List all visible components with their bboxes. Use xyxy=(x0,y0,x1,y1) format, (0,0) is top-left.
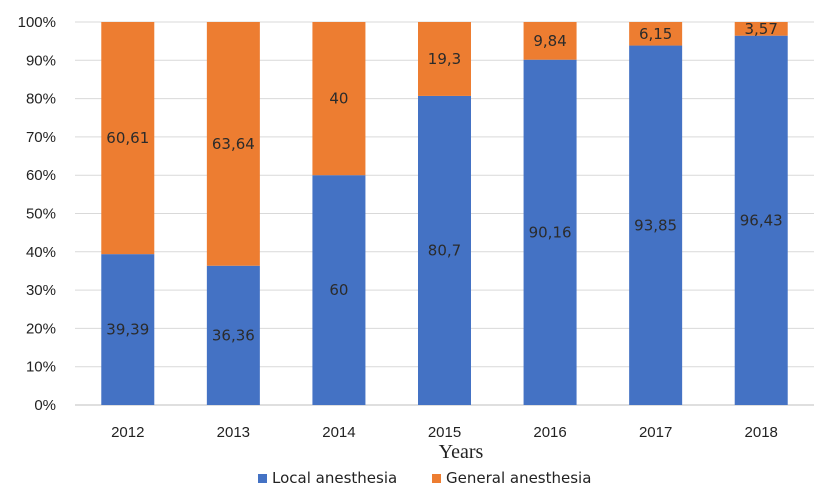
x-tick-label: 2013 xyxy=(217,424,250,441)
legend-swatch-general xyxy=(432,474,441,483)
data-label: 80,7 xyxy=(428,241,461,259)
legend: Local anesthesia General anesthesia xyxy=(258,469,591,487)
data-label: 6,15 xyxy=(639,25,672,43)
data-label: 36,36 xyxy=(212,326,255,344)
x-tick-label: 2016 xyxy=(533,424,566,441)
x-tick-label: 2018 xyxy=(745,424,778,441)
legend-swatch-local xyxy=(258,474,267,483)
data-label: 39,39 xyxy=(106,321,149,339)
data-label: 63,64 xyxy=(212,135,255,153)
bar-general-anesthesia xyxy=(101,22,155,255)
bar-general-anesthesia xyxy=(418,22,471,96)
y-tick-label: 10% xyxy=(26,359,56,376)
y-tick-label: 90% xyxy=(26,52,56,69)
y-tick-label: 70% xyxy=(26,129,56,146)
data-label: 40 xyxy=(329,90,348,108)
data-label: 96,43 xyxy=(740,211,783,229)
bar-general-anesthesia xyxy=(734,22,788,36)
bar-local-anesthesia xyxy=(734,35,788,406)
data-label: 93,85 xyxy=(634,216,677,234)
bar-local-anesthesia xyxy=(312,175,366,405)
y-tick-label: 20% xyxy=(26,320,56,337)
data-label: 60,61 xyxy=(106,129,149,147)
data-label: 60 xyxy=(329,281,348,299)
bars xyxy=(101,22,788,406)
bar-general-anesthesia xyxy=(629,22,683,46)
bar-local-anesthesia xyxy=(206,265,260,405)
x-axis-ticks: 2012 2013 2014 2015 2016 2017 2018 xyxy=(111,424,778,441)
y-tick-label: 0% xyxy=(34,397,56,414)
bar-local-anesthesia xyxy=(629,45,683,405)
x-axis-title: Years xyxy=(439,441,484,463)
bar-general-anesthesia xyxy=(312,22,366,176)
legend-label: General anesthesia xyxy=(446,469,591,487)
data-label: 90,16 xyxy=(529,223,572,241)
x-tick-label: 2012 xyxy=(111,424,144,441)
legend-label: Local anesthesia xyxy=(272,469,397,487)
x-tick-label: 2014 xyxy=(322,424,355,441)
bar-local-anesthesia xyxy=(418,95,471,405)
y-tick-label: 80% xyxy=(26,91,56,108)
bar-general-anesthesia xyxy=(206,22,260,266)
data-label: 3,57 xyxy=(745,20,778,38)
data-labels: 39,39 60,61 36,36 63,64 60 40 80,7 19,3 90,16 9,8… xyxy=(106,20,782,345)
y-tick-label: 100% xyxy=(18,14,56,31)
y-tick-label: 40% xyxy=(26,244,56,261)
bar-local-anesthesia xyxy=(523,59,577,406)
y-tick-label: 60% xyxy=(26,167,56,184)
x-tick-label: 2017 xyxy=(639,424,672,441)
y-axis-ticks: 0% 10% 20% 30% 40% 50% 60% 70% 80% 90% 100% xyxy=(18,14,56,414)
data-label: 19,3 xyxy=(428,50,461,68)
y-tick-label: 50% xyxy=(26,206,56,223)
bar-general-anesthesia xyxy=(523,22,577,60)
bar-local-anesthesia xyxy=(101,254,155,405)
x-tick-label: 2015 xyxy=(428,424,461,441)
y-tick-label: 30% xyxy=(26,282,56,299)
data-label: 9,84 xyxy=(533,32,566,50)
